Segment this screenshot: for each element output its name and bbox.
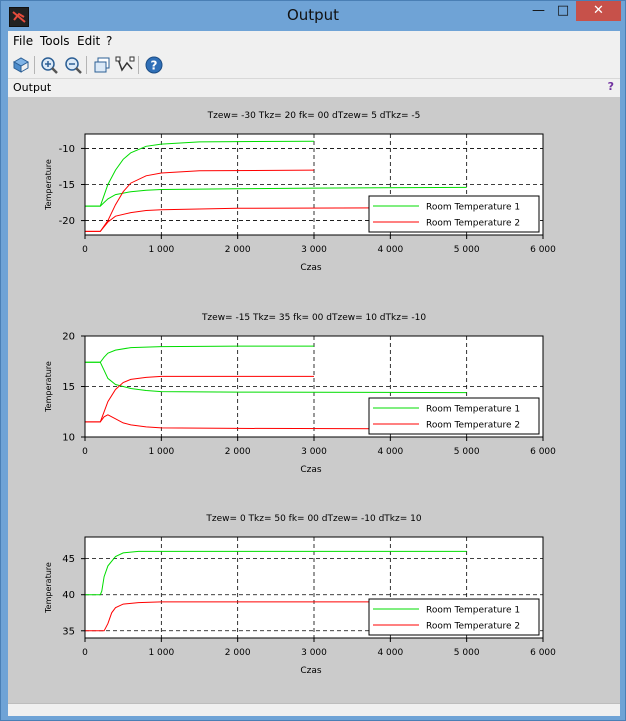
- legend-label: Room Temperature 2: [426, 219, 520, 229]
- series-line-2: [85, 186, 467, 207]
- x-tick-label: 0: [82, 447, 88, 457]
- x-axis-label: Czas: [300, 263, 322, 273]
- svg-text:?: ?: [151, 59, 158, 73]
- legend-box: [368, 598, 540, 636]
- x-tick-label: 0: [82, 648, 88, 658]
- legend-label: Room Temperature 1: [426, 203, 520, 213]
- x-tick-label: 1 000: [148, 648, 174, 658]
- close-button[interactable]: ✕: [576, 1, 621, 21]
- x-tick-label: 1 000: [148, 447, 174, 457]
- series-line-4: [85, 414, 467, 430]
- x-tick-label: 2 000: [225, 447, 251, 457]
- series-line-1: [85, 550, 467, 596]
- toolbar-separator: [86, 56, 87, 74]
- x-tick-label: 6 000: [530, 447, 556, 457]
- legend-box: [368, 195, 540, 233]
- x-axis-label: Czas: [300, 465, 322, 475]
- legend-label: Room Temperature 1: [426, 606, 520, 616]
- series-line-2: [85, 601, 467, 632]
- panel-header: Output ?: [8, 79, 620, 96]
- legend-label: Room Temperature 2: [426, 622, 520, 632]
- series-line-1: [85, 140, 315, 207]
- x-tick-label: 5 000: [454, 648, 480, 658]
- y-tick-label: -15: [59, 180, 75, 191]
- x-tick-label: 3 000: [301, 245, 327, 255]
- series-line-1: [85, 345, 314, 363]
- zoom-out-icon[interactable]: [63, 55, 83, 75]
- menu-tools[interactable]: Tools: [40, 34, 70, 48]
- maximize-button[interactable]: □: [556, 3, 570, 18]
- series-line-4: [85, 207, 467, 232]
- x-tick-label: 6 000: [530, 648, 556, 658]
- x-tick-label: 5 000: [454, 245, 480, 255]
- window-title: Output: [286, 6, 340, 24]
- chart-2: Tzew= -15 Tkz= 35 fk= 00 dTzew= 10 dTkz=…: [44, 313, 556, 475]
- toolbar: ?: [8, 52, 620, 79]
- panel-help-button[interactable]: ?: [607, 80, 614, 93]
- x-tick-label: 4 000: [377, 648, 403, 658]
- y-axis-label: Temperature: [44, 159, 53, 211]
- y-tick-label: 45: [62, 554, 75, 565]
- chart-title: Tzew= -30 Tkz= 20 fk= 00 dTzew= 5 dTkz= …: [207, 111, 421, 121]
- x-tick-label: 0: [82, 245, 88, 255]
- x-tick-label: 3 000: [301, 648, 327, 658]
- status-bar: [8, 703, 620, 716]
- chart-title: Tzew= -15 Tkz= 35 fk= 00 dTzew= 10 dTkz=…: [201, 313, 426, 323]
- window-client: File Tools Edit ?: [8, 31, 620, 716]
- legend: Room Temperature 1 Room Temperature 2: [368, 397, 540, 435]
- minimize-button[interactable]: —: [532, 3, 545, 18]
- x-tick-label: 4 000: [377, 447, 403, 457]
- y-tick-label: -10: [59, 144, 75, 155]
- legend: Room Temperature 1 Room Temperature 2: [368, 195, 540, 233]
- x-tick-label: 2 000: [225, 245, 251, 255]
- series-line-3: [85, 375, 314, 423]
- y-tick-label: 15: [62, 382, 75, 393]
- y-axis-label: Temperature: [44, 562, 53, 614]
- toolbar-separator: [138, 56, 139, 74]
- zoom-in-icon[interactable]: [39, 55, 59, 75]
- menu-file[interactable]: File: [13, 34, 34, 48]
- x-axis-label: Czas: [300, 666, 322, 676]
- panel-title: Output: [13, 81, 52, 94]
- y-tick-label: 40: [62, 590, 75, 601]
- y-tick-label: 10: [62, 433, 75, 444]
- new-figure-icon[interactable]: [92, 55, 112, 75]
- menu-bar: File Tools Edit ?: [8, 31, 620, 51]
- y-tick-label: 35: [62, 626, 75, 637]
- scilab-app-icon[interactable]: [9, 7, 29, 27]
- data-tip-icon[interactable]: [115, 55, 135, 75]
- title-bar[interactable]: Output — □ ✕: [1, 1, 625, 31]
- x-tick-label: 6 000: [530, 245, 556, 255]
- chart-3: Tzew= 0 Tkz= 50 fk= 00 dTzew= -10 dTkz= …: [44, 514, 556, 676]
- chart-1: Tzew= -30 Tkz= 20 fk= 00 dTzew= 5 dTkz= …: [44, 111, 556, 273]
- y-axis-label: Temperature: [44, 361, 53, 413]
- toolbar-separator: [34, 56, 35, 74]
- x-tick-label: 4 000: [377, 245, 403, 255]
- menu-help[interactable]: ?: [106, 34, 113, 48]
- rotate-icon[interactable]: [11, 55, 31, 75]
- figure-svg[interactable]: Tzew= -30 Tkz= 20 fk= 00 dTzew= 5 dTkz= …: [8, 97, 620, 703]
- x-tick-label: 1 000: [148, 245, 174, 255]
- legend-box: [368, 397, 540, 435]
- chart-title: Tzew= 0 Tkz= 50 fk= 00 dTzew= -10 dTkz= …: [205, 514, 421, 524]
- legend-label: Room Temperature 2: [426, 421, 520, 431]
- y-tick-label: -20: [59, 216, 75, 227]
- figure-canvas[interactable]: Tzew= -30 Tkz= 20 fk= 00 dTzew= 5 dTkz= …: [8, 97, 620, 703]
- menu-edit[interactable]: Edit: [77, 34, 101, 48]
- series-line-2: [85, 361, 467, 394]
- help-icon[interactable]: ?: [144, 55, 164, 75]
- x-tick-label: 2 000: [225, 648, 251, 658]
- legend-label: Room Temperature 1: [426, 405, 520, 415]
- x-tick-label: 3 000: [301, 447, 327, 457]
- x-tick-label: 5 000: [454, 447, 480, 457]
- y-tick-label: 20: [62, 332, 75, 343]
- legend: Room Temperature 1 Room Temperature 2: [368, 598, 540, 636]
